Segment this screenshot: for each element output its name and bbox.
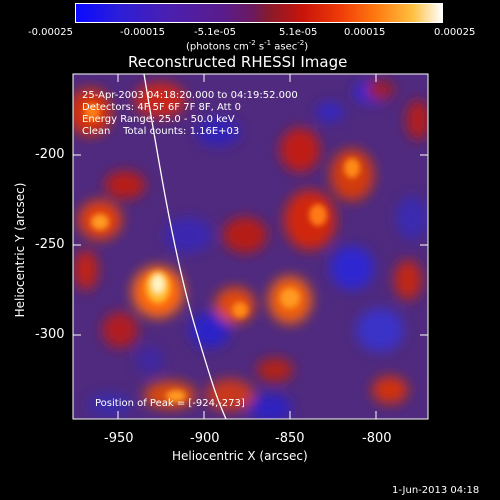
info-detectors: Detectors: 4F 5F 6F 7F 8F, Att 0 xyxy=(82,102,242,113)
info-time: 25-Apr-2003 04:18:20.000 to 04:19:52.000 xyxy=(82,90,298,101)
x-tick-label: -900 xyxy=(190,431,220,446)
colorbar-unit-close: ) xyxy=(304,41,309,53)
colorbar-unit-exp1: -2 xyxy=(248,39,256,47)
y-axis-ticks xyxy=(73,154,428,336)
x-axis-ticks xyxy=(117,74,377,419)
footer-timestamp: 1-Jun-2013 04:18 xyxy=(392,485,480,496)
x-tick-label: -800 xyxy=(362,431,392,446)
colorbar-unit-end: asec xyxy=(271,41,298,53)
colorbar-unit-exp3: -2 xyxy=(297,39,305,47)
colorbar xyxy=(75,3,443,23)
peak-position: Position of Peak = [-924,-273] xyxy=(95,398,245,409)
colorbar-tick: -5.1e-05 xyxy=(194,27,236,38)
x-axis-label: Heliocentric X (arcsec) xyxy=(172,449,308,463)
plot-frame xyxy=(72,73,429,420)
y-tick-label: -200 xyxy=(35,147,65,162)
colorbar-unit-exp2: -1 xyxy=(264,39,272,47)
x-tick-label: -850 xyxy=(275,431,305,446)
plot-title: Reconstructed RHESSI Image xyxy=(128,53,348,71)
info-energy: Energy Range: 25.0 - 50.0 keV xyxy=(82,114,235,125)
colorbar-tick: -0.00025 xyxy=(28,27,73,38)
solar-limb-line xyxy=(143,74,227,419)
colorbar-tick: -0.00015 xyxy=(120,27,165,38)
colorbar-unit-label: (photons cm-2 s-1 asec-2) xyxy=(186,40,308,52)
colorbar-tick: 5.1e-05 xyxy=(279,27,318,38)
image-hotspots xyxy=(84,103,360,402)
info-clean: Clean Total counts: 1.16E+03 xyxy=(82,126,240,137)
x-tick-label: -950 xyxy=(104,431,134,446)
colorbar-tick: 0.00025 xyxy=(434,27,476,38)
y-tick-label: -250 xyxy=(35,237,65,252)
colorbar-unit-main: (photons cm xyxy=(186,41,249,53)
colorbar-unit-mid: s xyxy=(255,41,265,53)
colorbar-tick: 0.00015 xyxy=(344,27,386,38)
y-tick-label: -300 xyxy=(35,327,65,342)
y-axis-label: Heliocentric Y (arcsec) xyxy=(13,182,27,318)
